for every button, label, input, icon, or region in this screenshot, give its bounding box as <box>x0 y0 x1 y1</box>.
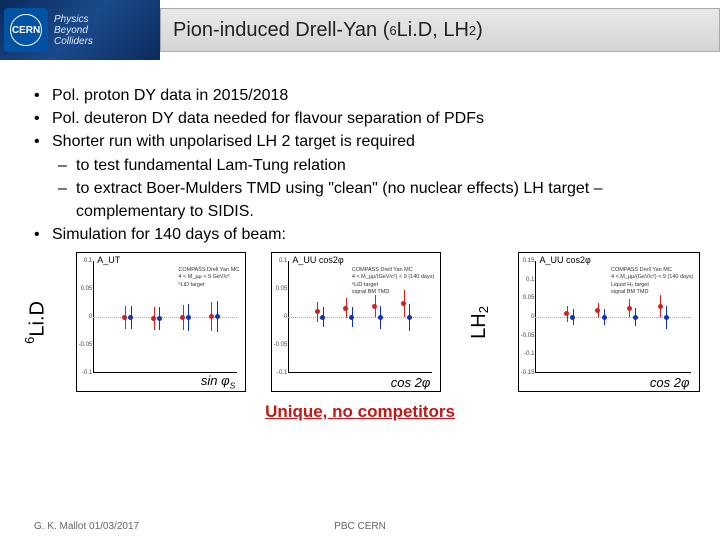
bullet-item: Pol. proton DY data in 2015/2018 <box>52 84 684 107</box>
title-text: Pion-induced Drell-Yan ( <box>173 19 389 42</box>
left-group-label: 6Li.D <box>20 299 52 346</box>
charts-row: 6Li.D A_UTsin φS0.10.050-0.05-0.1COMPASS… <box>0 250 720 396</box>
chart-aut-sinphi: A_UTsin φS0.10.050-0.05-0.1COMPASS Drell… <box>76 252 246 392</box>
label-text: Li.D <box>26 301 48 337</box>
bullet-list: Pol. proton DY data in 2015/2018 Pol. de… <box>0 60 720 250</box>
highlight-text: Unique, no competitors <box>0 402 720 422</box>
pbc-line: Colliders <box>54 36 93 47</box>
bullet-item: Pol. deuteron DY data needed for flavour… <box>52 107 684 130</box>
title-sub: 2 <box>469 23 476 38</box>
header: CERN Physics Beyond Colliders Pion-induc… <box>0 0 720 60</box>
right-group-label: LH2 <box>466 304 493 341</box>
title-text: ) <box>476 19 483 42</box>
sub-bullet-item: to extract Boer-Mulders TMD using "clean… <box>76 177 684 223</box>
pbc-line: Physics <box>54 14 93 25</box>
sub-bullet-item: to test fundamental Lam-Tung relation <box>76 154 684 177</box>
bullet-item: Shorter run with unpolarised LH 2 target… <box>52 130 684 223</box>
pbc-line: Beyond <box>54 25 93 36</box>
footer-venue: PBC CERN <box>334 521 386 532</box>
bullet-text: Shorter run with unpolarised LH 2 target… <box>52 133 415 150</box>
label-text: LH <box>468 313 490 339</box>
label-sub: 2 <box>476 306 491 313</box>
label-sup: 6 <box>22 336 37 343</box>
footer: G. K. Mallot 01/03/2017 PBC CERN <box>0 521 720 532</box>
title-text: Li.D, LH <box>397 19 469 42</box>
chart-auu-cos2phi-lh2: A_UU cos2φcos 2φ0.150.10.050-0.05-0.1-0.… <box>518 252 700 392</box>
bullet-item: Simulation for 140 days of beam: <box>52 223 684 246</box>
cern-logo: CERN <box>4 8 48 52</box>
slide-title: Pion-induced Drell-Yan (6Li.D, LH2) <box>160 8 720 52</box>
chart-auu-cos2phi-lid: A_UU cos2φcos 2φ0.10.050-0.05-0.1COMPASS… <box>271 252 441 392</box>
title-sup: 6 <box>389 23 396 38</box>
footer-author-date: G. K. Mallot 01/03/2017 <box>0 521 139 532</box>
logo-block: CERN Physics Beyond Colliders <box>0 0 160 60</box>
pbc-logo-text: Physics Beyond Colliders <box>54 14 93 47</box>
